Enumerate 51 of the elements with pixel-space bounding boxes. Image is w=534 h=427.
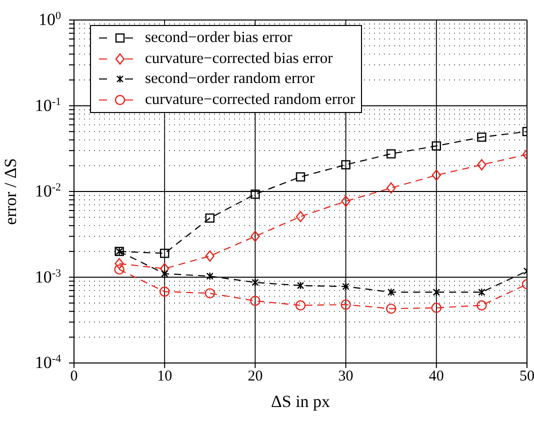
- point: [250, 190, 260, 199]
- point: [342, 282, 350, 291]
- x-tick-label: 40: [428, 368, 444, 385]
- legend-label: second−order bias error: [145, 28, 292, 48]
- legend-label: second−order random error: [145, 69, 315, 89]
- point: [386, 304, 396, 314]
- y-tick-label: 10$^{0}$: [38, 10, 62, 29]
- x-tick-label: 20: [248, 368, 263, 385]
- y-tick-label: 10$^{-2}$: [34, 182, 61, 200]
- point: [477, 132, 486, 142]
- point: [432, 141, 441, 151]
- point: [160, 248, 170, 258]
- point: [341, 196, 350, 207]
- point: [205, 213, 214, 223]
- x-axis-title: ΔS in px: [270, 392, 331, 411]
- point: [477, 159, 486, 170]
- point: [295, 300, 306, 310]
- point: [160, 286, 170, 297]
- point: [252, 278, 259, 287]
- point: [204, 288, 215, 298]
- point: [114, 264, 124, 275]
- point: [296, 281, 304, 290]
- point: [478, 288, 486, 296]
- legend-label: curvature−corrected bias error: [145, 48, 333, 68]
- point: [386, 149, 396, 158]
- legend-label: curvature−corrected random error: [145, 90, 356, 110]
- point: [340, 299, 351, 310]
- y-tick-label: 10$^{-4}$: [34, 353, 62, 372]
- x-tick-label: 50: [520, 368, 534, 385]
- point: [250, 230, 260, 242]
- y-tick-label: 10$^{-3}$: [34, 267, 62, 286]
- point: [205, 250, 214, 262]
- y-axis-title: error / ΔS: [1, 158, 20, 225]
- point: [296, 172, 306, 182]
- point: [250, 296, 260, 306]
- point: [386, 182, 396, 194]
- point: [161, 270, 168, 278]
- y-tick-label: 10$^{-1}$: [34, 96, 61, 115]
- point: [114, 258, 124, 270]
- point: [160, 263, 170, 274]
- point: [296, 210, 306, 222]
- x-tick-label: 0: [70, 368, 78, 385]
- point: [206, 272, 214, 280]
- point: [431, 302, 442, 313]
- point: [476, 300, 487, 310]
- point: [432, 170, 441, 181]
- point: [388, 288, 395, 296]
- point: [341, 160, 350, 170]
- x-tick-label: 30: [338, 368, 354, 385]
- x-tick-label: 10: [157, 368, 172, 385]
- point: [432, 288, 440, 296]
